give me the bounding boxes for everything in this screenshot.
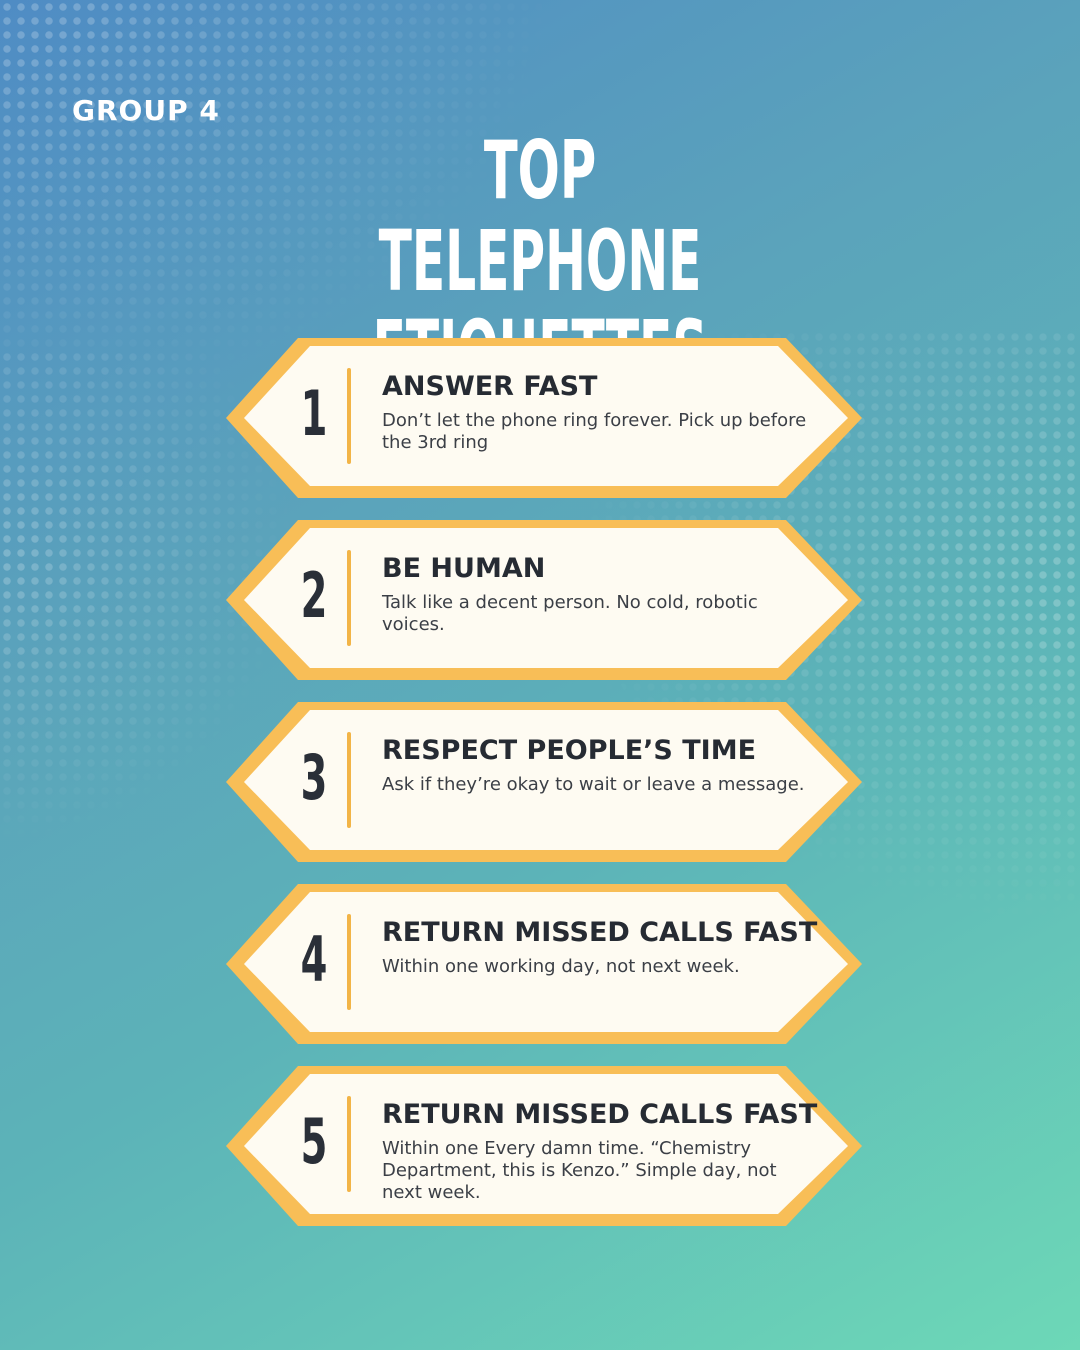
card-divider: [347, 550, 351, 646]
card-divider: [347, 732, 351, 828]
card-heading: BE HUMAN: [382, 553, 546, 584]
hexagon-card-shape: [226, 338, 862, 498]
card-divider: [347, 368, 351, 464]
card-body: Talk like a decent person. No cold, robo…: [382, 592, 758, 635]
card-number: 1: [300, 377, 328, 450]
card-body: Within one Every damn time. “Chemistry D…: [382, 1138, 777, 1203]
card-heading: ANSWER FAST: [382, 371, 598, 402]
card-number: 5: [300, 1105, 328, 1178]
title-line-1: TOP: [483, 124, 597, 217]
card-body: Ask if they’re okay to wait or leave a m…: [382, 774, 805, 795]
etiquette-card-3: 3 RESPECT PEOPLE’S TIME Ask if they’re o…: [226, 698, 866, 868]
etiquette-card-5: 5 RETURN MISSED CALLS FAST Within one Ev…: [226, 1062, 866, 1232]
card-divider: [347, 914, 351, 1010]
hexagon-card-shape: [226, 520, 862, 680]
card-number: 2: [300, 559, 328, 632]
hexagon-card-shape: [226, 702, 862, 862]
card-divider: [347, 1096, 351, 1192]
etiquette-card-2: 2 BE HUMAN Talk like a decent person. No…: [226, 516, 866, 686]
hexagon-card-shape: [226, 1066, 862, 1226]
hexagon-card-shape: [226, 884, 862, 1044]
card-number: 4: [300, 923, 328, 996]
card-heading: RETURN MISSED CALLS FAST: [382, 1099, 818, 1130]
card-heading: RETURN MISSED CALLS FAST: [382, 917, 818, 948]
card-heading: RESPECT PEOPLE’S TIME: [382, 735, 757, 766]
card-number: 3: [300, 741, 328, 814]
group-label: GROUP 4: [72, 94, 220, 127]
card-body: Don’t let the phone ring forever. Pick u…: [382, 410, 807, 453]
etiquette-card-1: 1 ANSWER FAST Don’t let the phone ring f…: [226, 334, 866, 504]
etiquette-card-4: 4 RETURN MISSED CALLS FAST Within one wo…: [226, 880, 866, 1050]
card-body: Within one working day, not next week.: [382, 956, 740, 977]
